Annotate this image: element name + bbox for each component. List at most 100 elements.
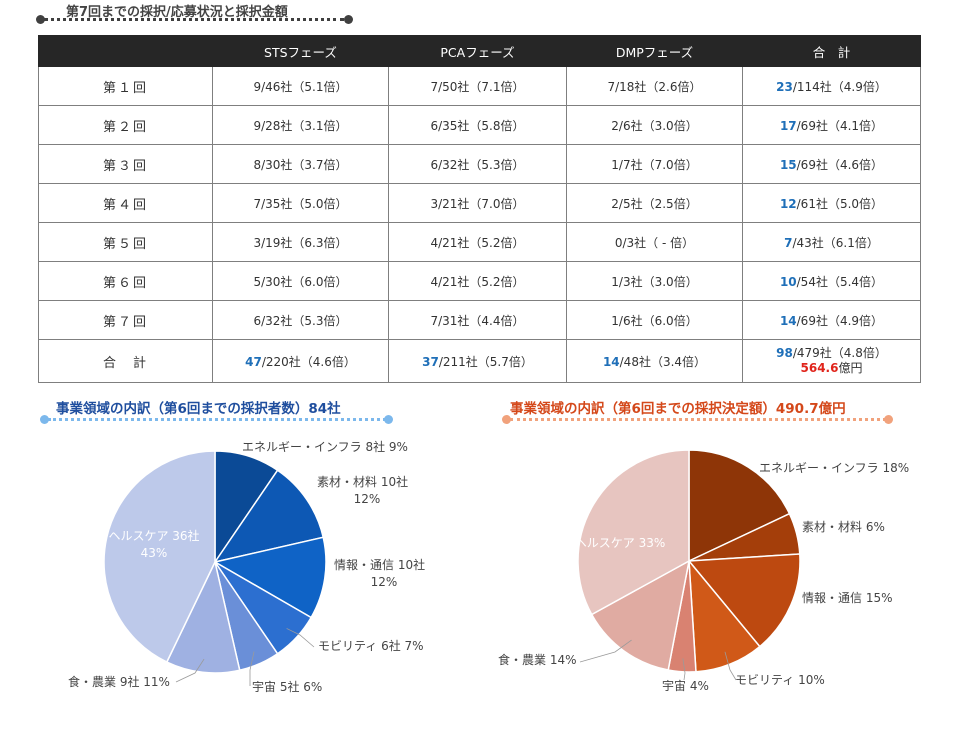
total-dmp: 14/48社（3.4倍）	[566, 339, 743, 383]
table-total-row: 合 計 47/220社（4.6倍） 37/211社（5.7倍） 14/48社（3…	[38, 339, 921, 383]
row-sts: 6/32社（5.3倍）	[212, 300, 389, 340]
section-title-text: 第7回までの採択/応募状況と採択金額	[66, 5, 288, 20]
table-header-row: STSフェーズ PCAフェーズ DMPフェーズ 合 計	[38, 35, 921, 67]
total-sts-num: 47	[245, 354, 262, 369]
title-dotted-line	[44, 18, 344, 21]
right-title-start-dot	[502, 415, 511, 424]
row-total: 12/61社（5.0倍）	[742, 183, 921, 223]
pie-label: エネルギー・インフラ 18%	[759, 461, 909, 475]
row-total: 23/114社（4.9倍）	[742, 66, 921, 106]
left-title-dotted-line	[48, 418, 386, 421]
row-total-rest: /43社（6.1倍）	[792, 235, 879, 250]
row-sts: 9/46社（5.1倍）	[212, 66, 389, 106]
row-label: 第１回	[38, 66, 213, 106]
pie-slice	[103, 450, 216, 664]
table-row: 第１回 9/46社（5.1倍） 7/50社（7.1倍） 7/18社（2.6倍） 23/1…	[38, 66, 921, 106]
section-title: 第7回までの採択/応募状況と採択金額	[36, 0, 356, 24]
header-cell-total: 合 計	[742, 35, 921, 67]
row-label: 第３回	[38, 144, 213, 184]
pie-label: 宇宙 4%	[662, 678, 709, 693]
row-sts: 8/30社（3.7倍）	[212, 144, 389, 184]
total-dmp-num: 14	[602, 354, 620, 369]
row-dmp: 7/18社（2.6倍）	[566, 66, 743, 106]
left-title-start-dot	[40, 415, 49, 424]
header-cell-pca: PCAフェーズ	[388, 35, 567, 67]
total-pca: 37/211社（5.7倍）	[388, 339, 567, 383]
row-dmp: 2/5社（2.5倍）	[566, 183, 743, 223]
row-pca: 7/31社（4.4倍）	[388, 300, 567, 340]
row-label: 第７回	[38, 300, 213, 340]
row-pca: 6/35社（5.8倍）	[388, 105, 567, 145]
header-cell-sts: STSフェーズ	[212, 35, 389, 67]
row-dmp: 1/3社（3.0倍）	[566, 261, 743, 301]
pie-leader-line	[682, 658, 686, 681]
row-total-rest: /69社（4.1倍）	[796, 118, 884, 133]
table-row: 第３回 8/30社（3.7倍） 6/32社（5.3倍） 1/7社（7.0倍） 15/69…	[38, 144, 921, 184]
pie-slice	[213, 469, 325, 564]
left-chart-title-text: 事業領域の内訳（第6回までの採択者数）84社	[56, 401, 341, 417]
row-pca: 4/21社（5.2倍）	[388, 222, 567, 262]
table-row: 第２回 9/28社（3.1倍） 6/35社（5.8倍） 2/6社（3.0倍） 17/69…	[38, 105, 921, 145]
pie-slice	[165, 559, 241, 674]
row-sts: 9/28社（3.1倍）	[212, 105, 389, 145]
row-sts: 5/30社（6.0倍）	[212, 261, 389, 301]
total-total: 98/479社（4.8倍） 564.6億円	[742, 339, 921, 383]
total-pca-num: 37	[422, 354, 439, 369]
row-total-num: 12	[779, 196, 797, 211]
row-pca: 7/50社（7.1倍）	[388, 66, 567, 106]
row-dmp: 2/6社（3.0倍）	[566, 105, 743, 145]
row-total: 15/69社（4.6倍）	[742, 144, 921, 184]
pie-label: 食・農業 14%	[498, 652, 577, 667]
row-total: 10/54社（5.4倍）	[742, 261, 921, 301]
title-end-dot	[344, 15, 353, 24]
pie-leader-line	[579, 639, 632, 663]
pie-label: エネルギー・インフラ 8社 9%	[242, 439, 408, 454]
pie-leader-line	[286, 628, 315, 648]
total-sts: 47/220社（4.6倍）	[212, 339, 389, 383]
pie-leader-line	[249, 651, 255, 686]
right-pie-chart: エネルギー・インフラ 18% 素材・材料 6% 情報・通信 15% モビリティ 10%…	[498, 449, 909, 693]
total-dmp-rest: /48社（3.4倍）	[619, 354, 707, 369]
row-total-num: 7	[784, 235, 793, 250]
table-row: 第７回 6/32社（5.3倍） 7/31社（4.4倍） 1/6社（6.0倍） 14/69…	[38, 300, 921, 340]
table-row: 第５回 3/19社（6.3倍） 4/21社（5.2倍） 0/3社（ - 倍） 7/43社…	[38, 222, 921, 262]
pie-leader-line	[724, 651, 737, 681]
row-total-rest: /114社（4.9倍）	[792, 79, 887, 94]
right-title-end-dot	[884, 415, 893, 424]
pie-leader-line	[175, 658, 205, 683]
pie-label: 情報・通信 10社 12%	[334, 557, 425, 589]
pie-label: 宇宙 5社 6%	[252, 679, 322, 694]
table-row: 第４回 7/35社（5.0倍） 3/21社（7.0倍） 2/5社（2.5倍） 12/61…	[38, 183, 921, 223]
total-total-rest: /479社（4.8倍）	[792, 346, 887, 360]
left-title-end-dot	[384, 415, 393, 424]
row-total: 17/69社（4.1倍）	[742, 105, 921, 145]
row-pca: 6/32社（5.3倍）	[388, 144, 567, 184]
table-row: 第６回 5/30社（6.0倍） 4/21社（5.2倍） 1/3社（3.0倍） 10/54…	[38, 261, 921, 301]
total-amount-num: 564.6	[800, 361, 839, 375]
total-total-num: 98	[776, 346, 793, 360]
total-sts-rest: /220社（4.6倍）	[261, 354, 356, 369]
pie-label: 素材・材料 6%	[802, 520, 885, 534]
row-dmp: 1/7社（7.0倍）	[566, 144, 743, 184]
row-total-rest: /61社（5.0倍）	[796, 196, 884, 211]
row-label: 第６回	[38, 261, 213, 301]
row-dmp: 0/3社（ - 倍）	[566, 222, 743, 262]
row-sts: 3/19社（6.3倍）	[212, 222, 389, 262]
row-pca: 3/21社（7.0倍）	[388, 183, 567, 223]
right-chart-title: 事業領域の内訳（第6回までの採択決定額）490.7億円	[510, 397, 846, 417]
row-total-num: 14	[779, 313, 797, 328]
row-label: 第５回	[38, 222, 213, 262]
total-pca-rest: /211社（5.7倍）	[438, 354, 533, 369]
row-total-num: 17	[779, 118, 797, 133]
pie-label: 素材・材料 10社 12%	[317, 474, 408, 506]
row-label: 第４回	[38, 183, 213, 223]
pie-slice	[590, 559, 691, 671]
left-pie-chart: エネルギー・インフラ 8社 9% 素材・材料 10社 12% 情報・通信 10社 12%…	[68, 439, 425, 694]
total-amount-unit: 億円	[838, 361, 863, 375]
row-total-num: 23	[776, 79, 793, 94]
left-chart-title: 事業領域の内訳（第6回までの採択者数）84社	[56, 397, 341, 417]
row-total: 7/43社（6.1倍）	[742, 222, 921, 262]
pie-label: モビリティ 6社 7%	[318, 638, 424, 653]
title-start-dot	[36, 15, 45, 24]
row-total-rest: /69社（4.6倍）	[796, 157, 884, 172]
